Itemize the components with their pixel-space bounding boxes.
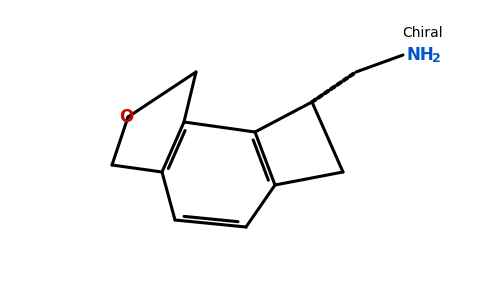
Text: O: O (119, 108, 133, 126)
Text: Chiral: Chiral (402, 26, 443, 40)
Text: 2: 2 (432, 52, 441, 64)
Text: NH: NH (407, 46, 435, 64)
